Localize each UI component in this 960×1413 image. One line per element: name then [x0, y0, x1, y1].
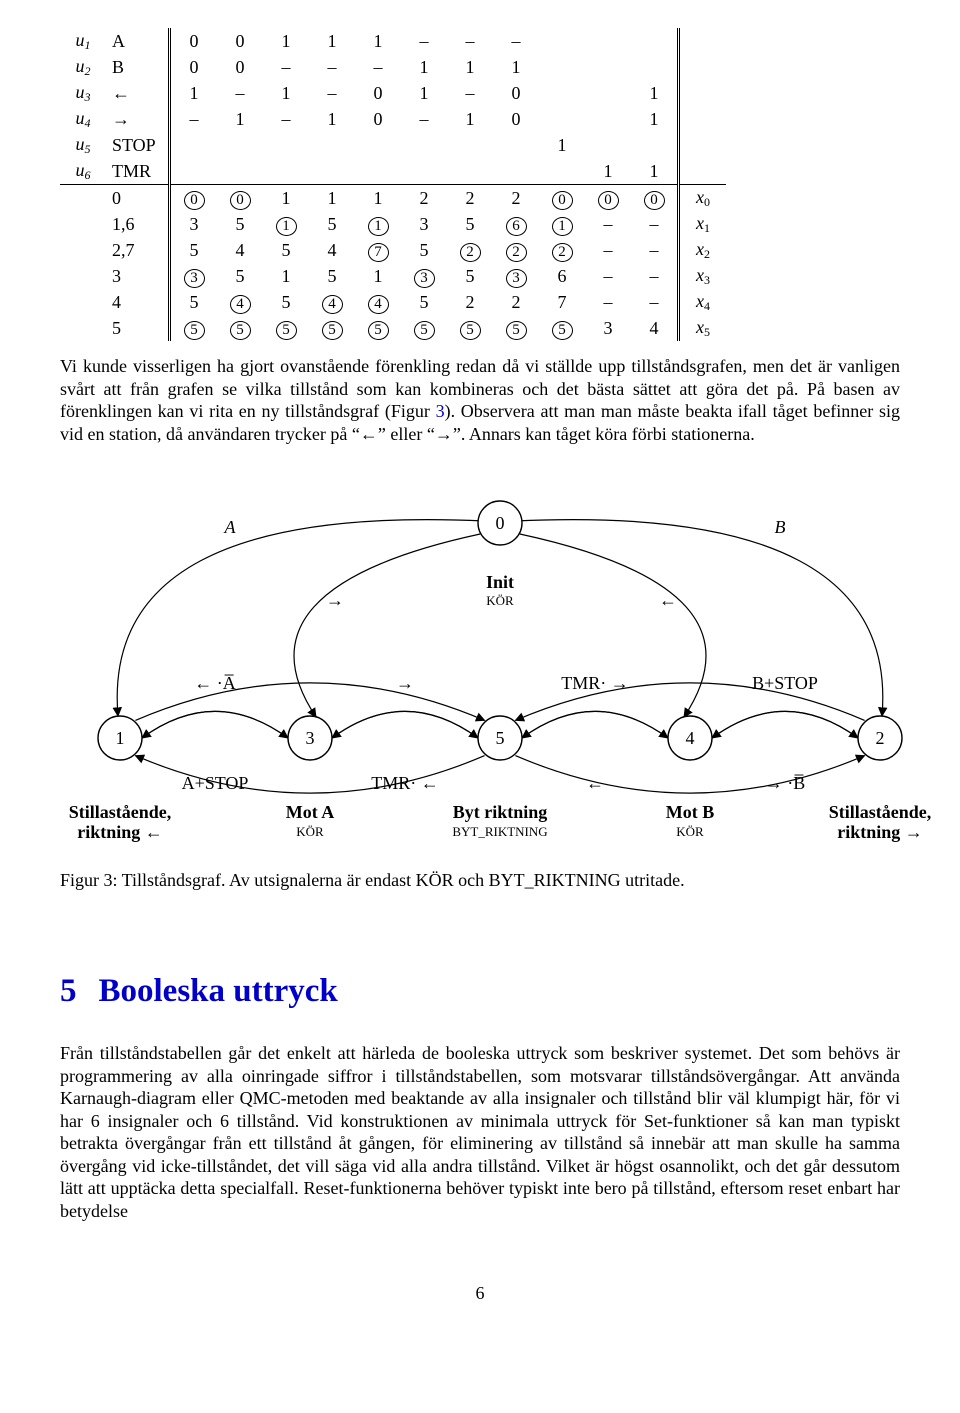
svg-text:Stillastående,: Stillastående,	[69, 802, 172, 822]
svg-text:TMR· →: TMR· →	[561, 673, 629, 693]
svg-text:Stillastående,: Stillastående,	[829, 802, 932, 822]
page-number: 6	[60, 1282, 900, 1305]
svg-text:← ·A̅: ← ·A̅	[194, 673, 236, 693]
figure-3: 013542ABInitKÖR→←← ·A̅→TMR· →B+STOPA+STO…	[60, 483, 900, 891]
svg-text:0: 0	[496, 513, 505, 533]
section-title: Booleska uttryck	[99, 973, 338, 1009]
figure-caption: Figur 3: Tillståndsgraf. Av utsignalerna…	[60, 869, 900, 892]
svg-text:5: 5	[496, 728, 505, 748]
svg-text:←: ←	[586, 773, 604, 793]
svg-text:Mot A: Mot A	[286, 802, 335, 822]
svg-text:riktning ←: riktning ←	[77, 822, 163, 842]
figure-ref: 3	[436, 401, 445, 421]
svg-text:A+STOP: A+STOP	[182, 773, 249, 793]
svg-text:B+STOP: B+STOP	[752, 673, 818, 693]
svg-text:Mot B: Mot B	[666, 802, 715, 822]
svg-text:riktning →: riktning →	[837, 822, 923, 842]
paragraph-1: Vi kunde visserligen ha gjort ovanståend…	[60, 355, 900, 445]
svg-text:1: 1	[116, 728, 125, 748]
svg-text:B: B	[775, 517, 786, 537]
state-table: u1A00111––– u2B00–––111 u3←1–1–01–0 1 u4…	[60, 28, 726, 341]
svg-text:KÖR: KÖR	[296, 824, 324, 839]
svg-text:3: 3	[306, 728, 315, 748]
svg-text:→: →	[326, 590, 344, 610]
svg-text:TMR· ←: TMR· ←	[371, 773, 439, 793]
svg-text:A: A	[224, 517, 237, 537]
svg-text:Init: Init	[486, 572, 514, 592]
section-heading: 5 Booleska uttryck	[60, 971, 900, 1012]
svg-text:→ ·B̅: → ·B̅	[765, 773, 806, 793]
svg-text:2: 2	[876, 728, 885, 748]
section-number: 5	[60, 973, 77, 1009]
svg-text:KÖR: KÖR	[676, 824, 704, 839]
svg-text:4: 4	[686, 728, 695, 748]
svg-text:BYT_RIKTNING: BYT_RIKTNING	[452, 824, 547, 839]
svg-text:←: ←	[659, 590, 677, 610]
svg-text:Byt riktning: Byt riktning	[453, 802, 548, 822]
state-graph-svg: 013542ABInitKÖR→←← ·A̅→TMR· →B+STOPA+STO…	[60, 483, 940, 853]
svg-text:→: →	[396, 673, 414, 693]
svg-text:KÖR: KÖR	[486, 593, 514, 608]
paragraph-2: Från tillståndstabellen går det enkelt a…	[60, 1042, 900, 1222]
